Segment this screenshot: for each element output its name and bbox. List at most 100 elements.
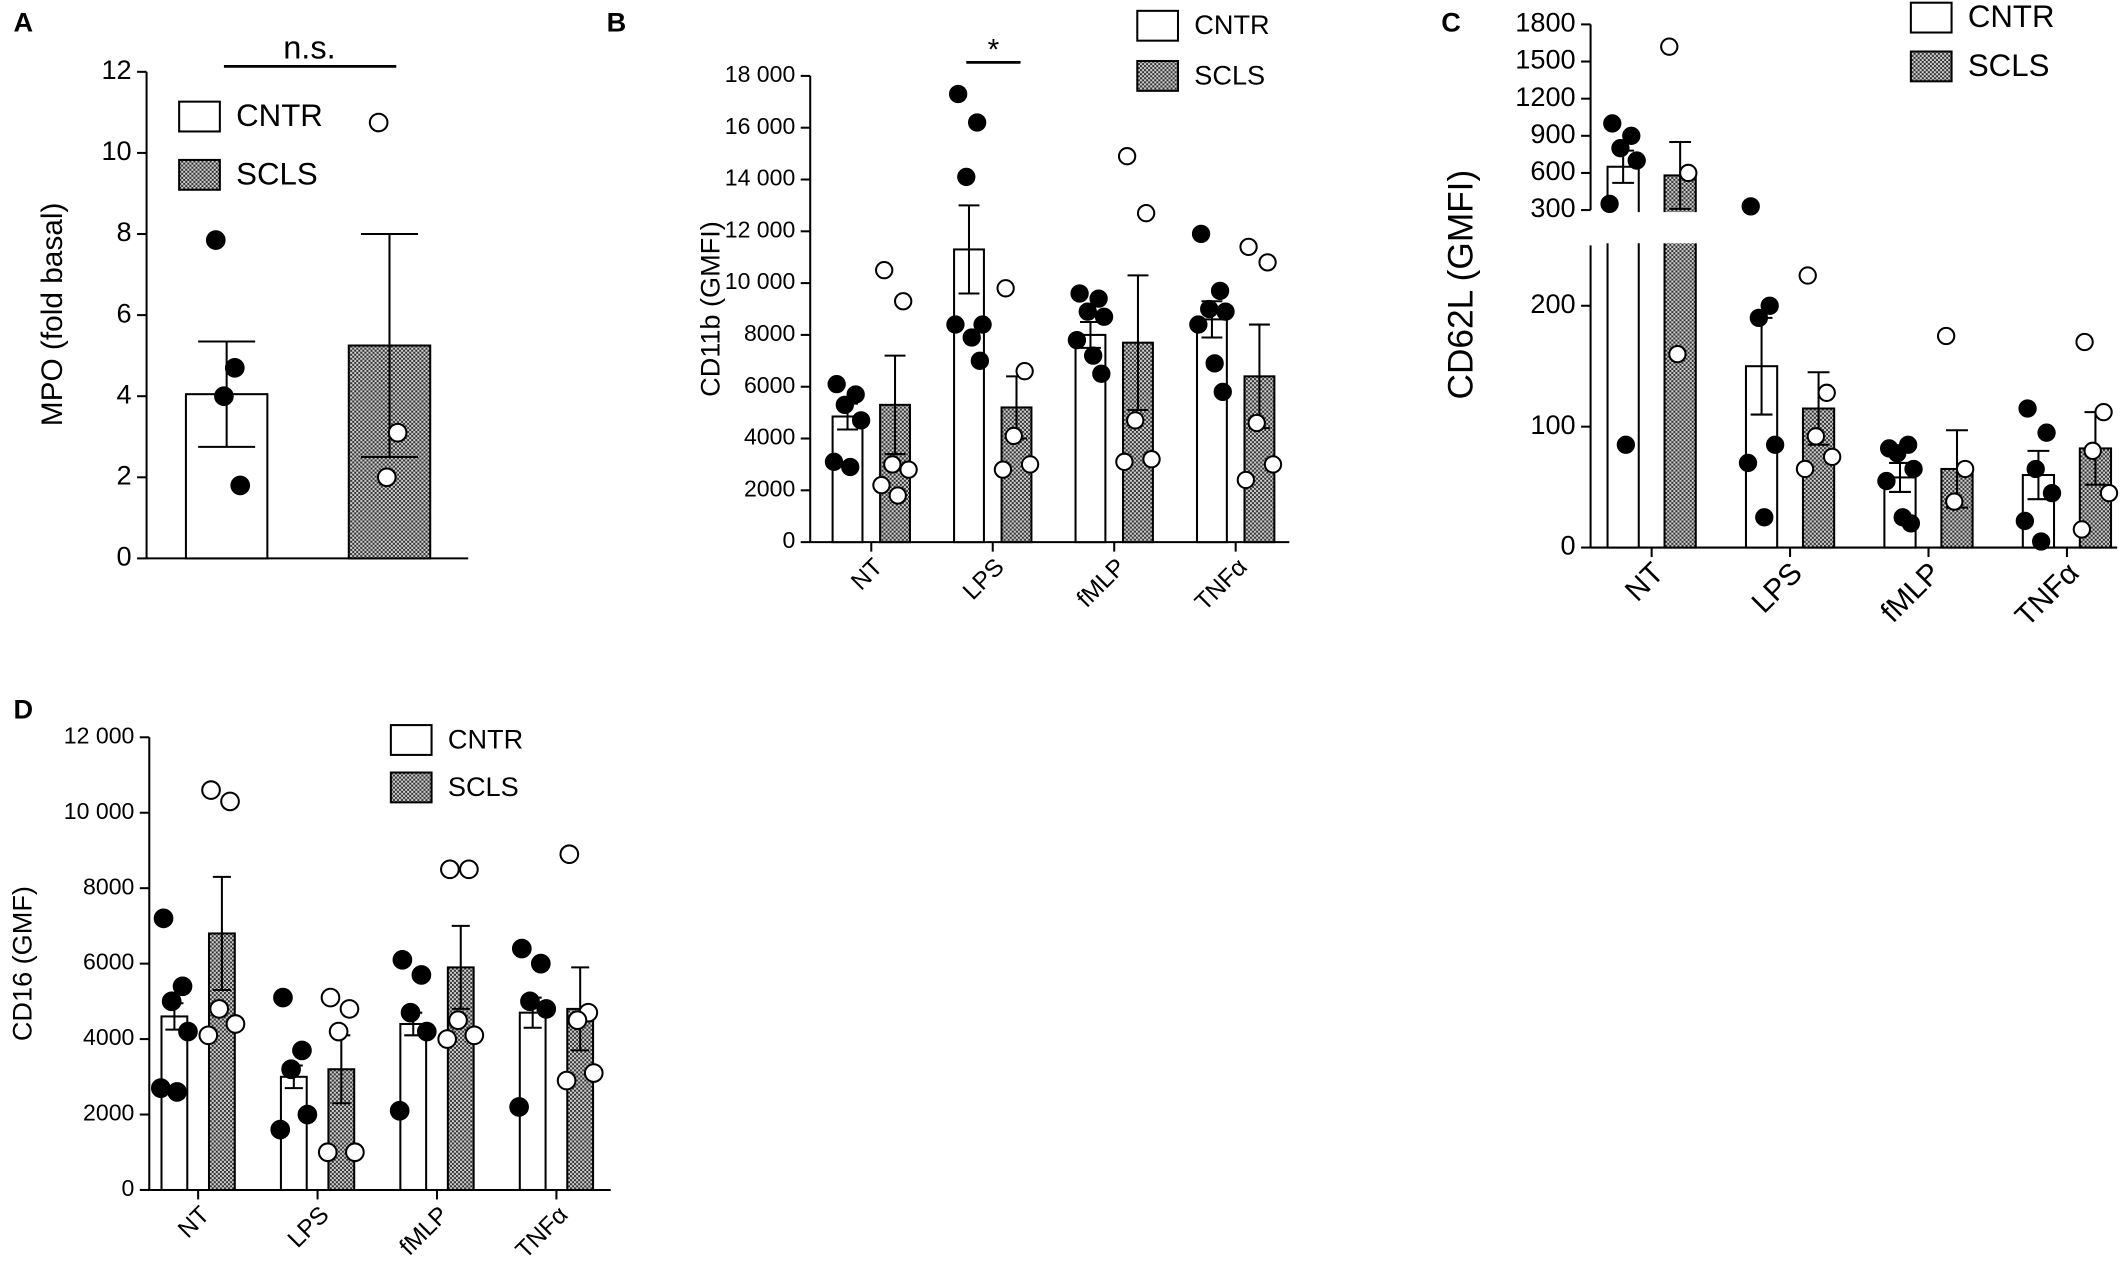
data-point — [1205, 354, 1224, 373]
legend-label: CNTR — [1968, 0, 2055, 34]
data-point — [448, 1010, 468, 1031]
legend-swatch — [1136, 59, 1180, 92]
data-point — [281, 1059, 301, 1080]
legend-swatch — [1136, 9, 1180, 42]
bar — [1195, 318, 1228, 544]
panel: A MPO (fold basal) 0 2 4 6 8 10 12 CNTR SCLS n.s. — [14, 7, 469, 572]
data-point — [1092, 364, 1111, 383]
data-point — [530, 953, 551, 974]
data-point — [957, 167, 976, 187]
y-tick-label: 0 — [117, 541, 132, 572]
data-point — [899, 460, 918, 479]
panel-label: A — [14, 7, 34, 38]
x-tick-label: LPS — [958, 554, 1010, 606]
data-point — [827, 374, 846, 394]
data-point — [2031, 532, 2051, 551]
data-point — [1236, 470, 1256, 490]
data-point — [1798, 266, 1817, 285]
y-tick-label: 6000 — [744, 372, 795, 398]
error-bar — [884, 354, 906, 456]
y-tick-label: 2 — [117, 459, 132, 490]
data-point — [411, 965, 432, 985]
data-point — [1765, 435, 1785, 454]
legend-swatch — [1909, 1, 1953, 34]
data-point — [2099, 483, 2119, 503]
data-point — [292, 1040, 312, 1061]
data-point — [520, 991, 540, 1012]
data-point — [946, 315, 965, 334]
data-point — [1239, 237, 1258, 256]
data-point — [1015, 362, 1034, 381]
panel: C CD62L (GMFI) 0 100 200 300 600 900 1200 1500 180… — [1441, 0, 2119, 633]
data-point — [437, 1029, 458, 1049]
data-point — [1084, 346, 1103, 365]
y-tick-label: 10 — [101, 135, 131, 166]
data-point — [1741, 197, 1760, 216]
legend-swatch — [178, 100, 221, 133]
y-axis-label: CD62L (GMFI) — [1441, 170, 1480, 400]
data-point — [1668, 344, 1687, 364]
data-point — [511, 938, 532, 959]
data-point — [1078, 302, 1097, 321]
data-point — [851, 411, 871, 430]
data-point — [973, 315, 992, 334]
y-tick-label: 600 — [1530, 155, 1575, 186]
data-point — [1200, 299, 1219, 319]
bar — [831, 415, 864, 544]
data-point — [1263, 455, 1283, 474]
x-tick-label: TNFα — [1190, 554, 1253, 617]
data-point — [1210, 281, 1230, 301]
data-point — [270, 1119, 291, 1140]
data-point — [389, 1100, 410, 1121]
error-bar — [361, 233, 418, 459]
data-point — [328, 1021, 349, 1042]
data-point — [1955, 459, 1975, 479]
panel: B CD11b (GMFI) 0 2000 4000 6000 8000 10 000 12 0… — [607, 7, 1290, 617]
data-point — [967, 113, 987, 132]
legend-label: SCLS — [236, 156, 318, 191]
y-tick-label: 1500 — [1515, 44, 1575, 75]
data-point — [1616, 435, 1636, 454]
data-point — [1020, 455, 1040, 474]
data-point — [1004, 426, 1023, 446]
data-point — [400, 1002, 421, 1023]
data-point — [1945, 492, 1964, 511]
data-point — [209, 999, 230, 1019]
legend-label: CNTR — [236, 98, 323, 133]
data-point — [205, 230, 226, 250]
data-point — [1603, 114, 1622, 133]
x-tick-label: NT — [173, 1201, 215, 1243]
data-point — [225, 1014, 246, 1034]
legend-label: CNTR — [1194, 9, 1269, 40]
data-point — [464, 1025, 485, 1046]
data-point — [1622, 126, 1641, 145]
data-point — [1089, 289, 1108, 308]
data-point — [993, 460, 1013, 479]
data-point — [376, 467, 397, 488]
data-point — [224, 357, 245, 378]
y-tick-label: 8000 — [744, 320, 795, 346]
y-tick-label: 18 000 — [725, 61, 796, 87]
data-point — [339, 999, 360, 1019]
data-point — [1627, 151, 1646, 170]
data-point — [883, 455, 902, 474]
y-tick-label: 8 — [117, 216, 132, 247]
legend-swatch — [178, 158, 221, 191]
data-point — [392, 950, 413, 970]
y-tick-label: 12 000 — [64, 722, 135, 748]
data-point — [178, 1021, 198, 1042]
data-point — [297, 1104, 318, 1125]
data-point — [1795, 459, 1815, 479]
data-point — [220, 791, 240, 812]
data-point — [559, 844, 580, 865]
y-axis-label: MPO (fold basal) — [36, 203, 69, 427]
data-point — [172, 976, 193, 997]
data-point — [841, 457, 860, 477]
data-point — [970, 351, 990, 370]
data-point — [150, 1078, 171, 1098]
data-point — [872, 475, 891, 495]
x-tick-label: fMLP — [1072, 554, 1131, 613]
y-tick-label: 8000 — [83, 873, 134, 899]
data-point — [345, 1142, 365, 1163]
